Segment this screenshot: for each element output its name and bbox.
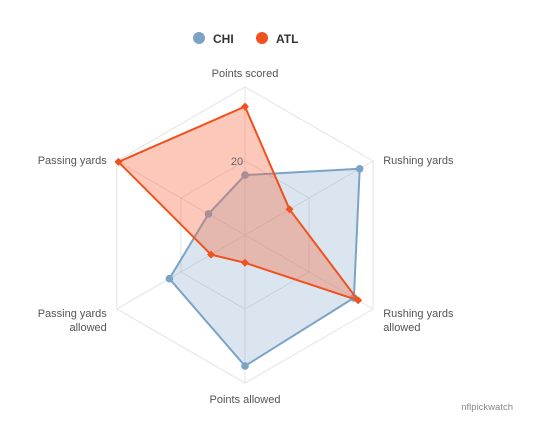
credit-text[interactable]: nflpickwatch [461,402,513,413]
axis-label-rushing-yards: Rushing yards [383,155,454,167]
axis-label-line: allowed [383,322,420,334]
axis-label-line: Passing yards [38,155,108,167]
point-atl-rushing-yards[interactable] [285,205,294,214]
point-chi-passing-yards-allowed[interactable] [165,274,174,283]
legend-label-chi: CHI [213,32,234,46]
tick-labels: 20 [231,156,243,168]
point-atl-rushing-yards-allowed[interactable] [354,296,363,305]
axis-label-passing-yards-allowed: Passing yards allowed [38,308,108,334]
axis-label-line: Points scored [212,68,279,80]
spoke-passing-yards [116,160,246,236]
point-chi-points-allowed[interactable] [241,362,249,370]
legend-label-atl: ATL [276,32,298,46]
legend-marker-chi [193,32,205,44]
point-chi-passing-yards[interactable] [204,210,213,218]
point-chi-rushing-yards[interactable] [355,165,364,173]
legend-marker-atl [256,32,268,44]
point-atl-passing-yards-allowed[interactable] [207,250,216,259]
axis-labels: Points scored Rushing yards Rushing yards a… [38,68,454,406]
spoke-rushing-yards [244,160,374,236]
axis-label-line: Points allowed [210,394,281,406]
tick-label-20: 20 [231,156,243,168]
series-chi [165,165,364,370]
legend-item-chi[interactable]: CHI [193,32,234,46]
axis-label-line: Rushing yards [383,308,454,320]
series-atl [114,102,363,305]
spoke-passing-yards-allowed [116,234,246,310]
series-layer [114,102,364,370]
axis-label-points-allowed: Points allowed [210,394,281,406]
legend: CHI ATL [193,32,298,46]
axis-label-rushing-yards-allowed: Rushing yards allowed [383,308,454,334]
axis-label-line: allowed [69,322,106,334]
legend-item-atl[interactable]: ATL [256,32,298,46]
axis-label-line: Passing yards [38,308,108,320]
axis-label-points-scored: Points scored [212,68,279,80]
point-atl-points-scored[interactable] [241,102,249,111]
point-chi-points-scored[interactable] [241,171,249,179]
point-atl-points-allowed[interactable] [241,258,249,267]
axis-label-line: Rushing yards [383,155,454,167]
axis-label-passing-yards: Passing yards [38,155,108,167]
point-atl-passing-yards[interactable] [114,157,123,166]
